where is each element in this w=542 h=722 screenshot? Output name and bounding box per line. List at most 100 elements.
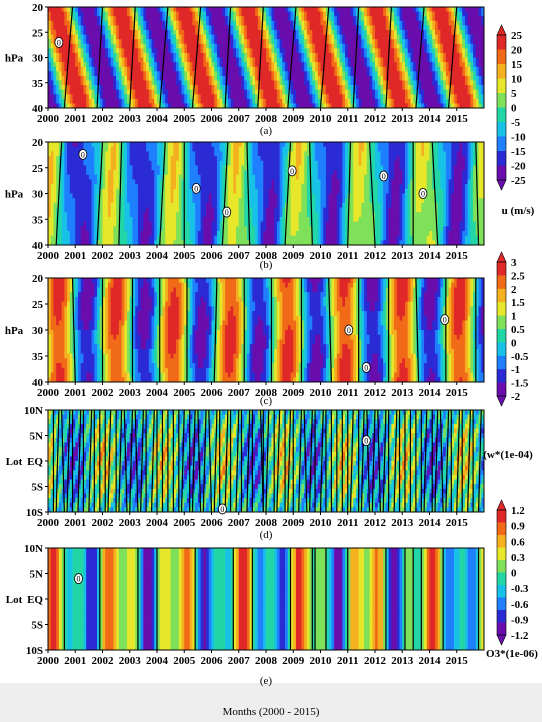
heatmap-cell (197, 85, 202, 91)
heatmap-cell (181, 52, 185, 58)
heatmap-cell (282, 103, 286, 109)
heatmap-cell (176, 170, 180, 176)
heatmap-cell (127, 184, 131, 190)
heatmap-cell (146, 11, 150, 17)
heatmap-cell (361, 71, 365, 77)
heatmap-cell (94, 165, 98, 171)
heatmap-cell (116, 43, 120, 49)
heatmap-cell (91, 94, 95, 100)
heatmap-cell (58, 48, 63, 54)
heatmap-cell (58, 98, 63, 104)
heatmap-cell (481, 25, 485, 31)
heatmap-cell (426, 62, 430, 68)
heatmap-cell (140, 20, 144, 26)
heatmap-cell (473, 98, 477, 104)
heatmap-cell (358, 25, 362, 31)
heatmap-cell (80, 52, 84, 58)
heatmap-cell (312, 66, 316, 72)
heatmap-cell (320, 7, 324, 12)
heatmap-cell (107, 160, 112, 166)
heatmap-cell (151, 142, 155, 148)
heatmap-cell (298, 57, 302, 63)
heatmap-cell (448, 25, 452, 31)
heatmap-cell (69, 193, 73, 199)
heatmap-cell (459, 7, 463, 12)
heatmap-cell (148, 207, 152, 213)
heatmap-cell (91, 170, 95, 176)
heatmap-cell (208, 235, 212, 241)
heatmap-cell (464, 80, 469, 86)
heatmap-cell (157, 85, 161, 91)
heatmap-cell (347, 85, 351, 91)
heatmap-cell (328, 7, 332, 12)
heatmap-cell (336, 16, 340, 22)
heatmap-cell (380, 16, 384, 22)
heatmap-cell (456, 89, 460, 95)
heatmap-cell (83, 188, 87, 194)
heatmap-cell (464, 16, 469, 22)
heatmap-cell (181, 174, 185, 180)
heatmap-cell (391, 89, 395, 95)
heatmap-cell (421, 34, 425, 40)
heatmap-cell (50, 198, 54, 204)
heatmap-cell (69, 212, 73, 218)
heatmap-cell (276, 80, 281, 86)
heatmap-cell (454, 62, 458, 68)
heatmap-cell (257, 103, 261, 109)
heatmap-cell (399, 39, 403, 45)
heatmap-cell (396, 34, 400, 40)
heatmap-cell (192, 94, 196, 100)
heatmap-cell (208, 146, 212, 152)
heatmap-cell (358, 34, 362, 40)
heatmap-cell (334, 103, 338, 109)
heatmap-cell (429, 29, 433, 35)
heatmap-cell (304, 94, 308, 100)
heatmap-cell (154, 230, 158, 237)
heatmap-cell (334, 89, 338, 95)
heatmap-cell (197, 29, 202, 35)
heatmap-cell (157, 29, 161, 35)
heatmap-cell (77, 75, 82, 81)
heatmap-cell (225, 89, 229, 95)
heatmap-cell (238, 7, 242, 12)
heatmap-cell (86, 226, 90, 232)
heatmap-cell (121, 57, 125, 63)
heatmap-cell (151, 80, 155, 86)
heatmap-cell (58, 7, 63, 12)
heatmap-cell (64, 62, 68, 68)
heatmap-cell (135, 160, 139, 166)
heatmap-cell (208, 226, 212, 232)
heatmap-cell (263, 98, 267, 104)
heatmap-cell (97, 165, 101, 171)
heatmap-cell (454, 94, 458, 100)
heatmap-cell (197, 66, 202, 72)
heatmap-cell (176, 142, 180, 148)
heatmap-cell (170, 142, 174, 148)
heatmap-cell (429, 98, 433, 104)
heatmap-cell (200, 235, 204, 241)
heatmap-cell (285, 11, 289, 17)
heatmap-cell (279, 25, 283, 31)
heatmap-cell (268, 80, 272, 86)
heatmap-cell (88, 34, 93, 40)
heatmap-cell (339, 39, 343, 45)
heatmap-cell (208, 198, 212, 204)
heatmap-cell (325, 98, 330, 104)
heatmap-cell (91, 212, 95, 218)
heatmap-cell (309, 29, 313, 35)
heatmap-cell (309, 39, 313, 45)
heatmap-cell (129, 146, 133, 152)
heatmap-cell (105, 52, 109, 58)
heatmap-cell (88, 52, 93, 58)
heatmap-cell (186, 146, 191, 152)
heatmap-cell (181, 71, 185, 77)
heatmap-cell (334, 39, 338, 45)
heatmap-cell (58, 198, 63, 204)
heatmap-cell (186, 7, 191, 12)
heatmap-cell (345, 39, 349, 45)
heatmap-cell (478, 11, 482, 17)
heatmap-cell (67, 146, 71, 152)
heatmap-cell (320, 29, 324, 35)
heatmap-cell (189, 20, 193, 26)
heatmap-cell (53, 11, 57, 17)
